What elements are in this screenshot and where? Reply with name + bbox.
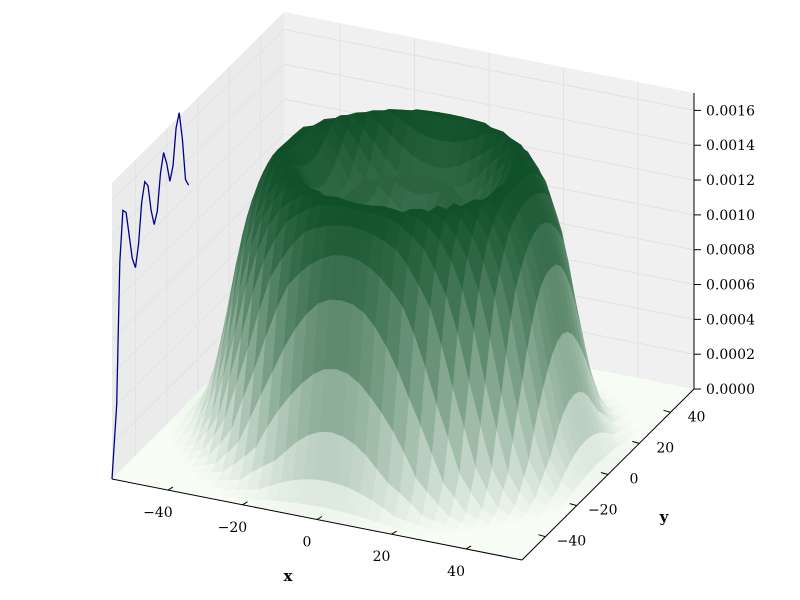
z-tick-label: 0.0016: [706, 103, 755, 119]
x-tick-label: −20: [218, 520, 248, 536]
x-tick-label: 0: [303, 535, 312, 551]
z-tick-label: 0.0000: [706, 382, 755, 398]
z-tick-label: 0.0006: [706, 278, 755, 294]
y-axis-label: y: [659, 508, 670, 526]
z-tick-label: 0.0004: [706, 312, 755, 328]
z-tick-label: 0.0008: [706, 243, 755, 259]
x-tick-label: 40: [447, 564, 465, 580]
y-tick-label: −40: [557, 534, 587, 550]
y-tick-label: 20: [656, 440, 674, 456]
x-tick-label: 20: [373, 549, 391, 565]
z-tick-label: 0.0010: [706, 208, 755, 224]
x-axis-label: x: [284, 567, 294, 585]
z-tick-label: 0.0002: [706, 347, 755, 363]
y-tick-label: 40: [688, 409, 706, 425]
z-tick-label: 0.0012: [706, 173, 755, 189]
z-tick-label: 0.0014: [706, 138, 755, 154]
y-tick-label: −20: [588, 503, 618, 519]
x-tick-label: −40: [143, 505, 173, 521]
y-tick-label: 0: [630, 472, 639, 488]
